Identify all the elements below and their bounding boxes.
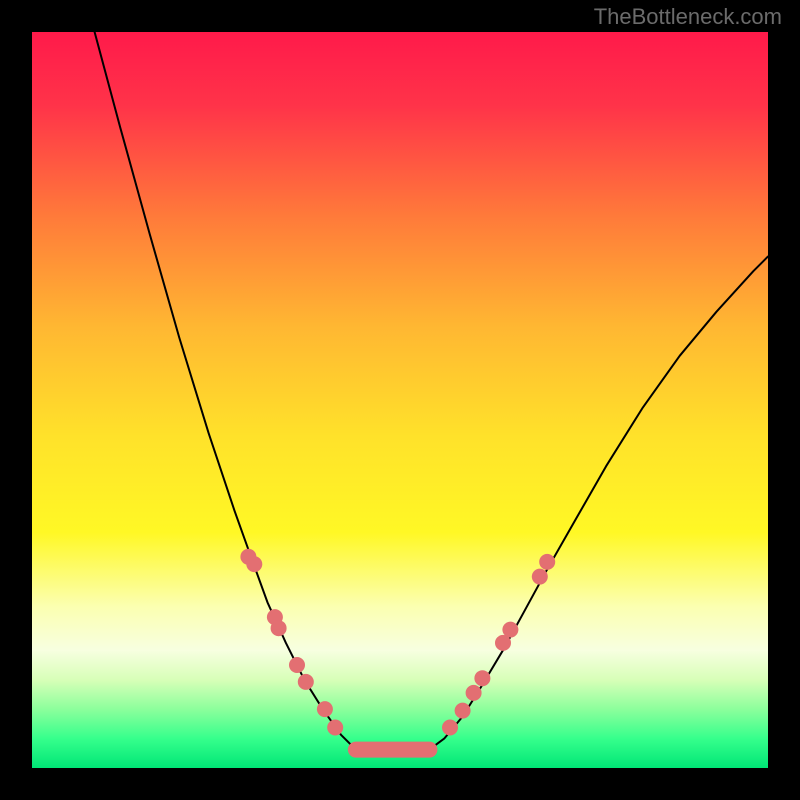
data-marker <box>532 569 548 585</box>
data-marker <box>474 670 490 686</box>
watermark-text: TheBottleneck.com <box>594 4 782 30</box>
data-marker <box>502 622 518 638</box>
data-marker <box>539 554 555 570</box>
plot-area <box>32 32 768 768</box>
data-marker <box>466 685 482 701</box>
data-marker <box>317 701 333 717</box>
marker-group <box>240 549 555 750</box>
data-marker <box>271 620 287 636</box>
data-marker <box>327 720 343 736</box>
chart-overlay <box>32 32 768 768</box>
v-curve-line <box>95 32 768 750</box>
data-marker <box>298 674 314 690</box>
data-marker <box>246 556 262 572</box>
data-marker <box>442 720 458 736</box>
data-marker <box>289 657 305 673</box>
data-marker <box>455 703 471 719</box>
